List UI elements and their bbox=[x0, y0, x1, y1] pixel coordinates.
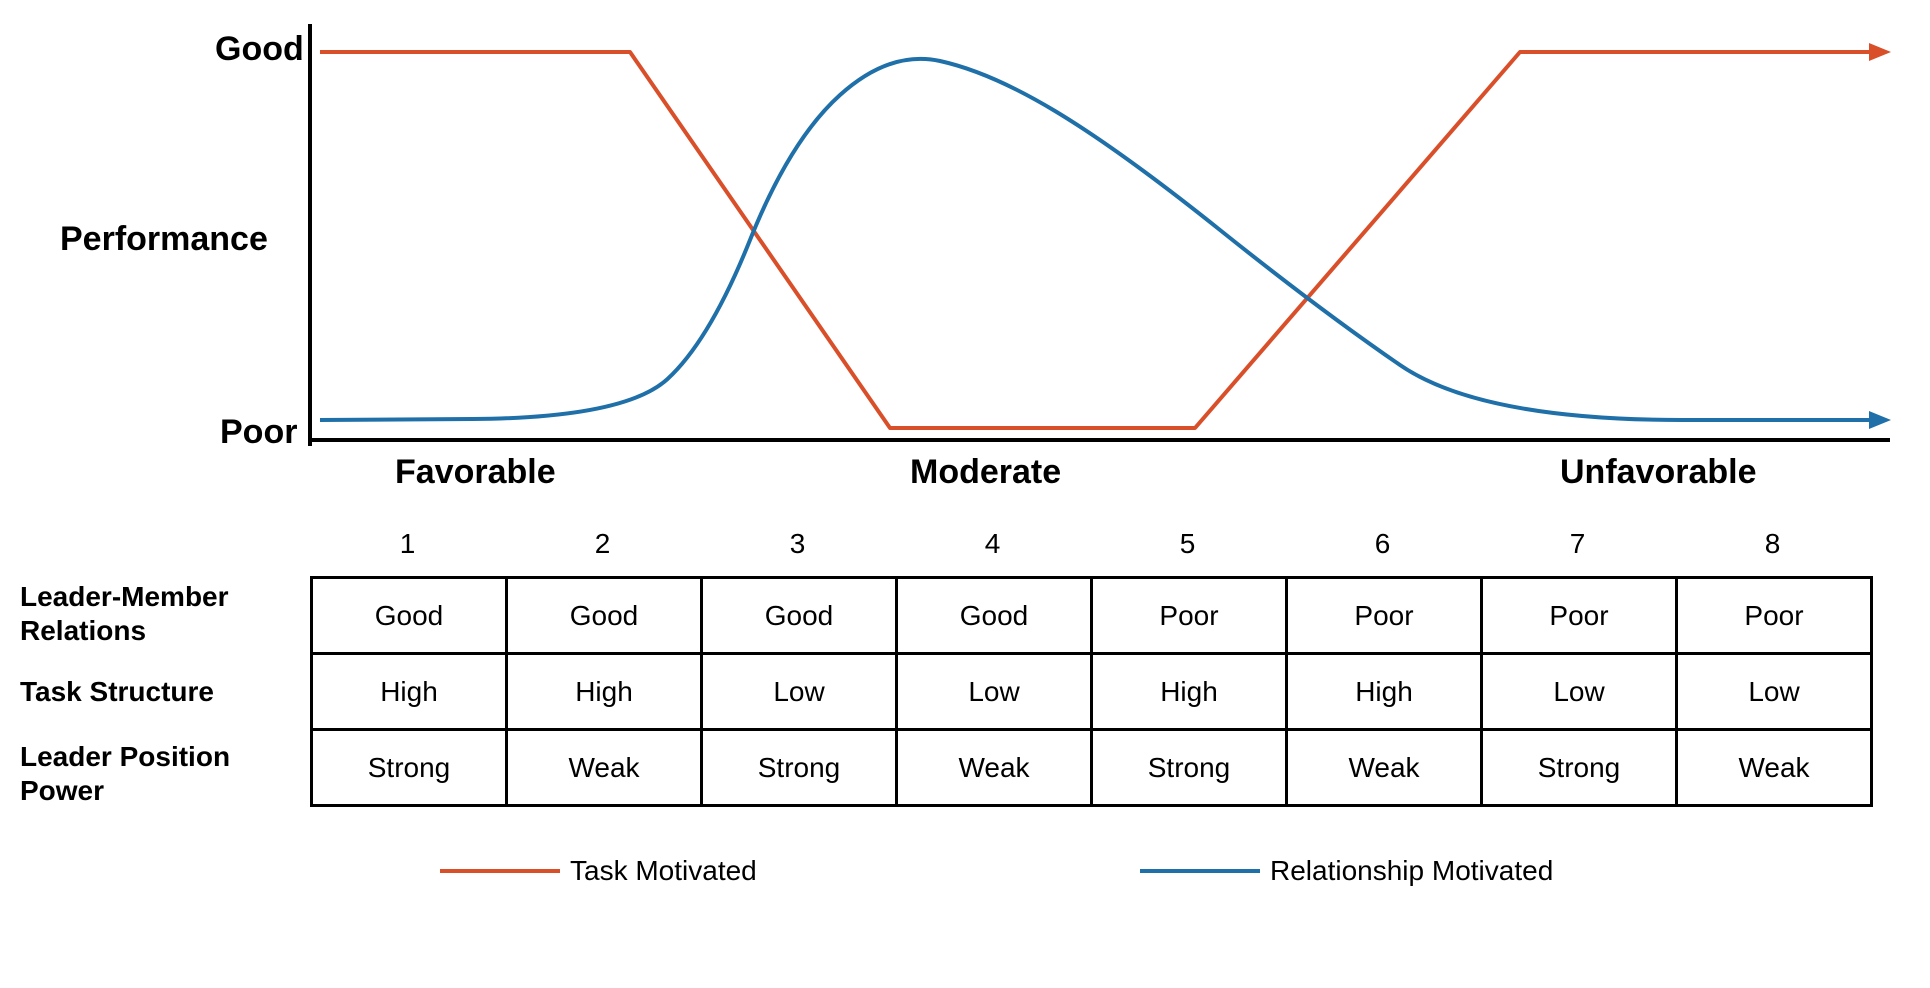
table-cell: Good bbox=[702, 578, 897, 654]
table-cell: Weak bbox=[1677, 730, 1872, 806]
table-cell: Low bbox=[702, 654, 897, 730]
y-label-good: Good bbox=[215, 30, 304, 69]
legend-relationship-motivated: Relationship Motivated bbox=[1140, 855, 1553, 887]
table-cell: Good bbox=[507, 578, 702, 654]
table-cell: High bbox=[507, 654, 702, 730]
x-category-favorable: Favorable bbox=[395, 453, 556, 492]
table-cell: Good bbox=[897, 578, 1092, 654]
column-number-6: 6 bbox=[1285, 528, 1480, 560]
x-category-moderate: Moderate bbox=[910, 453, 1061, 492]
legend-label-relationship: Relationship Motivated bbox=[1270, 855, 1553, 887]
y-label-poor: Poor bbox=[220, 413, 297, 452]
table-cell: High bbox=[312, 654, 507, 730]
table-cell: Low bbox=[897, 654, 1092, 730]
column-number-1: 1 bbox=[310, 528, 505, 560]
column-number-5: 5 bbox=[1090, 528, 1285, 560]
table-row: HighHighLowLowHighHighLowLow bbox=[312, 654, 1872, 730]
table-cell: Strong bbox=[312, 730, 507, 806]
table-cell: Poor bbox=[1482, 578, 1677, 654]
task-motivated-line bbox=[320, 43, 1891, 428]
relationship-motivated-line bbox=[320, 59, 1891, 429]
table-cell: Low bbox=[1677, 654, 1872, 730]
performance-chart bbox=[20, 20, 1910, 480]
fiedler-contingency-diagram: Good Performance Poor Favorable Moderate… bbox=[20, 20, 1910, 968]
legend-line-task bbox=[440, 869, 560, 873]
table-cell: Low bbox=[1482, 654, 1677, 730]
table-cell: High bbox=[1287, 654, 1482, 730]
table-cell: Strong bbox=[1482, 730, 1677, 806]
row-label-task-structure: Task Structure bbox=[20, 675, 290, 709]
column-number-2: 2 bbox=[505, 528, 700, 560]
legend-line-relationship bbox=[1140, 869, 1260, 873]
legend-label-task: Task Motivated bbox=[570, 855, 757, 887]
column-number-8: 8 bbox=[1675, 528, 1870, 560]
table-row: StrongWeakStrongWeakStrongWeakStrongWeak bbox=[312, 730, 1872, 806]
table-cell: Poor bbox=[1677, 578, 1872, 654]
table-cell: Weak bbox=[507, 730, 702, 806]
row-label-leader-position: Leader Position Power bbox=[20, 740, 290, 807]
row-label-leader-member: Leader-Member Relations bbox=[20, 580, 290, 647]
table-cell: Strong bbox=[1092, 730, 1287, 806]
column-number-7: 7 bbox=[1480, 528, 1675, 560]
table-cell: Strong bbox=[702, 730, 897, 806]
table-cell: Weak bbox=[1287, 730, 1482, 806]
column-number-4: 4 bbox=[895, 528, 1090, 560]
legend-task-motivated: Task Motivated bbox=[440, 855, 757, 887]
x-category-unfavorable: Unfavorable bbox=[1560, 453, 1757, 492]
table-cell: Poor bbox=[1287, 578, 1482, 654]
table-cell: Weak bbox=[897, 730, 1092, 806]
y-label-performance: Performance bbox=[60, 220, 268, 259]
table-cell: High bbox=[1092, 654, 1287, 730]
situational-factors-table: GoodGoodGoodGoodPoorPoorPoorPoorHighHigh… bbox=[310, 576, 1873, 807]
table-cell: Poor bbox=[1092, 578, 1287, 654]
table-row: GoodGoodGoodGoodPoorPoorPoorPoor bbox=[312, 578, 1872, 654]
column-number-3: 3 bbox=[700, 528, 895, 560]
table-cell: Good bbox=[312, 578, 507, 654]
